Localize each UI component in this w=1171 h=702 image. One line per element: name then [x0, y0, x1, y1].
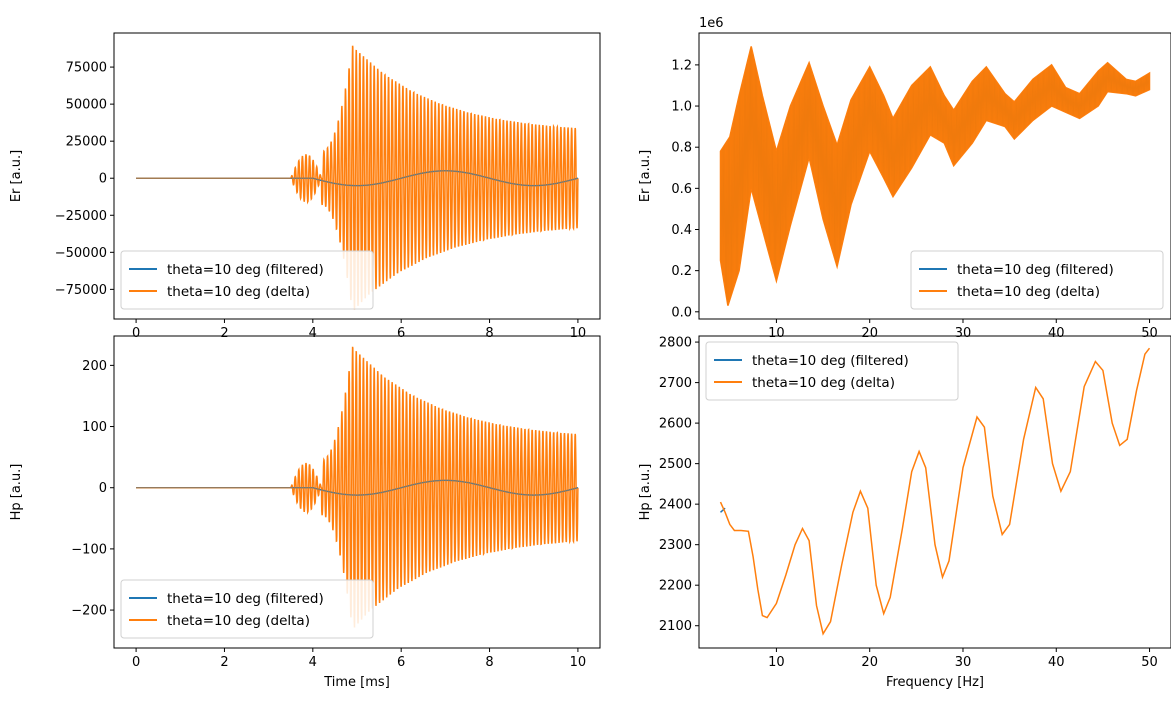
series-line-filtered-overlay — [136, 479, 579, 496]
axis-offset-label: 1e6 — [699, 16, 724, 31]
subplot-er-freq: 10 20 30 40 50 0.0 0.2 0.4 0.6 0.8 1.0 1.2 1e6 Er [a.… — [638, 16, 1171, 341]
legend-box — [705, 341, 959, 401]
axes-frame — [113, 32, 601, 320]
y-tick-label: 2400 — [659, 498, 692, 513]
legend-label-delta: theta=10 deg (delta) — [752, 375, 895, 391]
x-tick-label: 8 — [485, 326, 493, 341]
y-tick-label: 0.8 — [671, 141, 692, 156]
y-tick-label: 0.4 — [671, 223, 692, 238]
y-axis-label: Hp [a.u.] — [9, 464, 24, 521]
x-tick-label: 10 — [570, 655, 587, 670]
y-axis-label: Hp [a.u.] — [638, 464, 653, 521]
legend-label-delta: theta=10 deg (delta) — [167, 613, 310, 629]
x-axis-label: Time [ms] — [323, 675, 390, 690]
x-tick-label: 6 — [397, 655, 405, 670]
y-tick-label: 2600 — [659, 417, 692, 432]
legend: theta=10 deg (filtered) theta=10 deg (del… — [120, 250, 374, 310]
x-tick-label: 0 — [132, 655, 140, 670]
x-tick-label: 40 — [1048, 655, 1065, 670]
subplot-hp-freq: 10 20 30 40 50 2100 2200 2300 2400 2500 2600 2700 28… — [638, 335, 1171, 690]
axes-frame — [113, 335, 601, 649]
axes-frame — [698, 335, 1171, 649]
y-axis-label: Er [a.u.] — [9, 150, 24, 202]
legend-label-filtered: theta=10 deg (filtered) — [167, 262, 324, 278]
y-tick-label: 2200 — [659, 579, 692, 594]
y-tick-label: 0.2 — [671, 264, 692, 279]
legend-label-filtered: theta=10 deg (filtered) — [167, 591, 324, 607]
y-tick-label: 2800 — [659, 336, 692, 351]
x-tick-label: 4 — [309, 326, 317, 341]
y-tick-label: −75000 — [55, 283, 107, 298]
y-tick-label: −200 — [71, 604, 107, 619]
plot-area — [136, 346, 579, 628]
plot-area — [136, 45, 579, 310]
x-tick-label: 10 — [768, 326, 785, 341]
plot-area — [719, 347, 1151, 636]
y-tick-label: 2500 — [659, 457, 692, 472]
legend-box — [120, 579, 374, 639]
y-tick-label: 100 — [82, 420, 107, 435]
series-line-filtered-overlay — [136, 170, 579, 187]
axes-frame — [698, 32, 1171, 320]
subplot-hp-time: 0 2 4 6 8 10 −200 −100 0 100 200 Time [ms] Hp [a.u.]… — [9, 335, 601, 690]
x-tick-label: 10 — [768, 655, 785, 670]
x-axis-label: Frequency [Hz] — [886, 675, 984, 690]
y-tick-label: 0.0 — [671, 305, 692, 320]
y-tick-label: 25000 — [66, 135, 107, 150]
legend-label-filtered: theta=10 deg (filtered) — [752, 353, 909, 369]
x-tick-label: 4 — [309, 655, 317, 670]
y-tick-label: 1.2 — [671, 58, 692, 73]
legend: theta=10 deg (filtered) theta=10 deg (del… — [910, 250, 1164, 310]
x-tick-label: 2 — [220, 326, 228, 341]
x-tick-label: 0 — [132, 326, 140, 341]
legend: theta=10 deg (filtered) theta=10 deg (del… — [705, 341, 959, 401]
x-tick-label: 2 — [220, 655, 228, 670]
x-tick-label: 30 — [955, 655, 972, 670]
y-tick-label: 1.0 — [671, 100, 692, 115]
y-axis-label: Er [a.u.] — [638, 150, 653, 202]
x-tick-label: 50 — [1141, 655, 1158, 670]
y-tick-label: −25000 — [55, 209, 107, 224]
x-tick-label: 30 — [955, 326, 972, 341]
y-tick-label: 200 — [82, 359, 107, 374]
x-tick-label: 20 — [861, 326, 878, 341]
y-tick-label: 0 — [99, 172, 107, 187]
legend-label-delta: theta=10 deg (delta) — [957, 284, 1100, 300]
x-tick-label: 40 — [1048, 326, 1065, 341]
legend-box — [120, 250, 374, 310]
y-tick-label: 0 — [99, 481, 107, 496]
subplot-er-time: 0 2 4 6 8 10 −75000 −50000 −25000 0 25000 50000 7500… — [9, 32, 601, 341]
x-tick-label: 10 — [570, 326, 587, 341]
legend-box — [910, 250, 1164, 310]
x-tick-label: 20 — [861, 655, 878, 670]
plot-area — [719, 46, 1151, 306]
y-tick-label: 2100 — [659, 619, 692, 634]
legend: theta=10 deg (filtered) theta=10 deg (del… — [120, 579, 374, 639]
y-tick-label: −100 — [71, 542, 107, 557]
series-line-delta — [719, 347, 1151, 636]
x-tick-label: 50 — [1141, 326, 1158, 341]
y-tick-label: 2700 — [659, 376, 692, 391]
y-tick-label: 0.6 — [671, 182, 692, 197]
y-tick-label: 2300 — [659, 538, 692, 553]
series-line-delta — [720, 48, 1150, 306]
x-tick-label: 8 — [485, 655, 493, 670]
legend-label-filtered: theta=10 deg (filtered) — [957, 262, 1114, 278]
x-tick-label: 6 — [397, 326, 405, 341]
y-tick-label: 50000 — [66, 98, 107, 113]
y-tick-label: 75000 — [66, 61, 107, 76]
legend-label-delta: theta=10 deg (delta) — [167, 284, 310, 300]
y-tick-label: −50000 — [55, 246, 107, 261]
